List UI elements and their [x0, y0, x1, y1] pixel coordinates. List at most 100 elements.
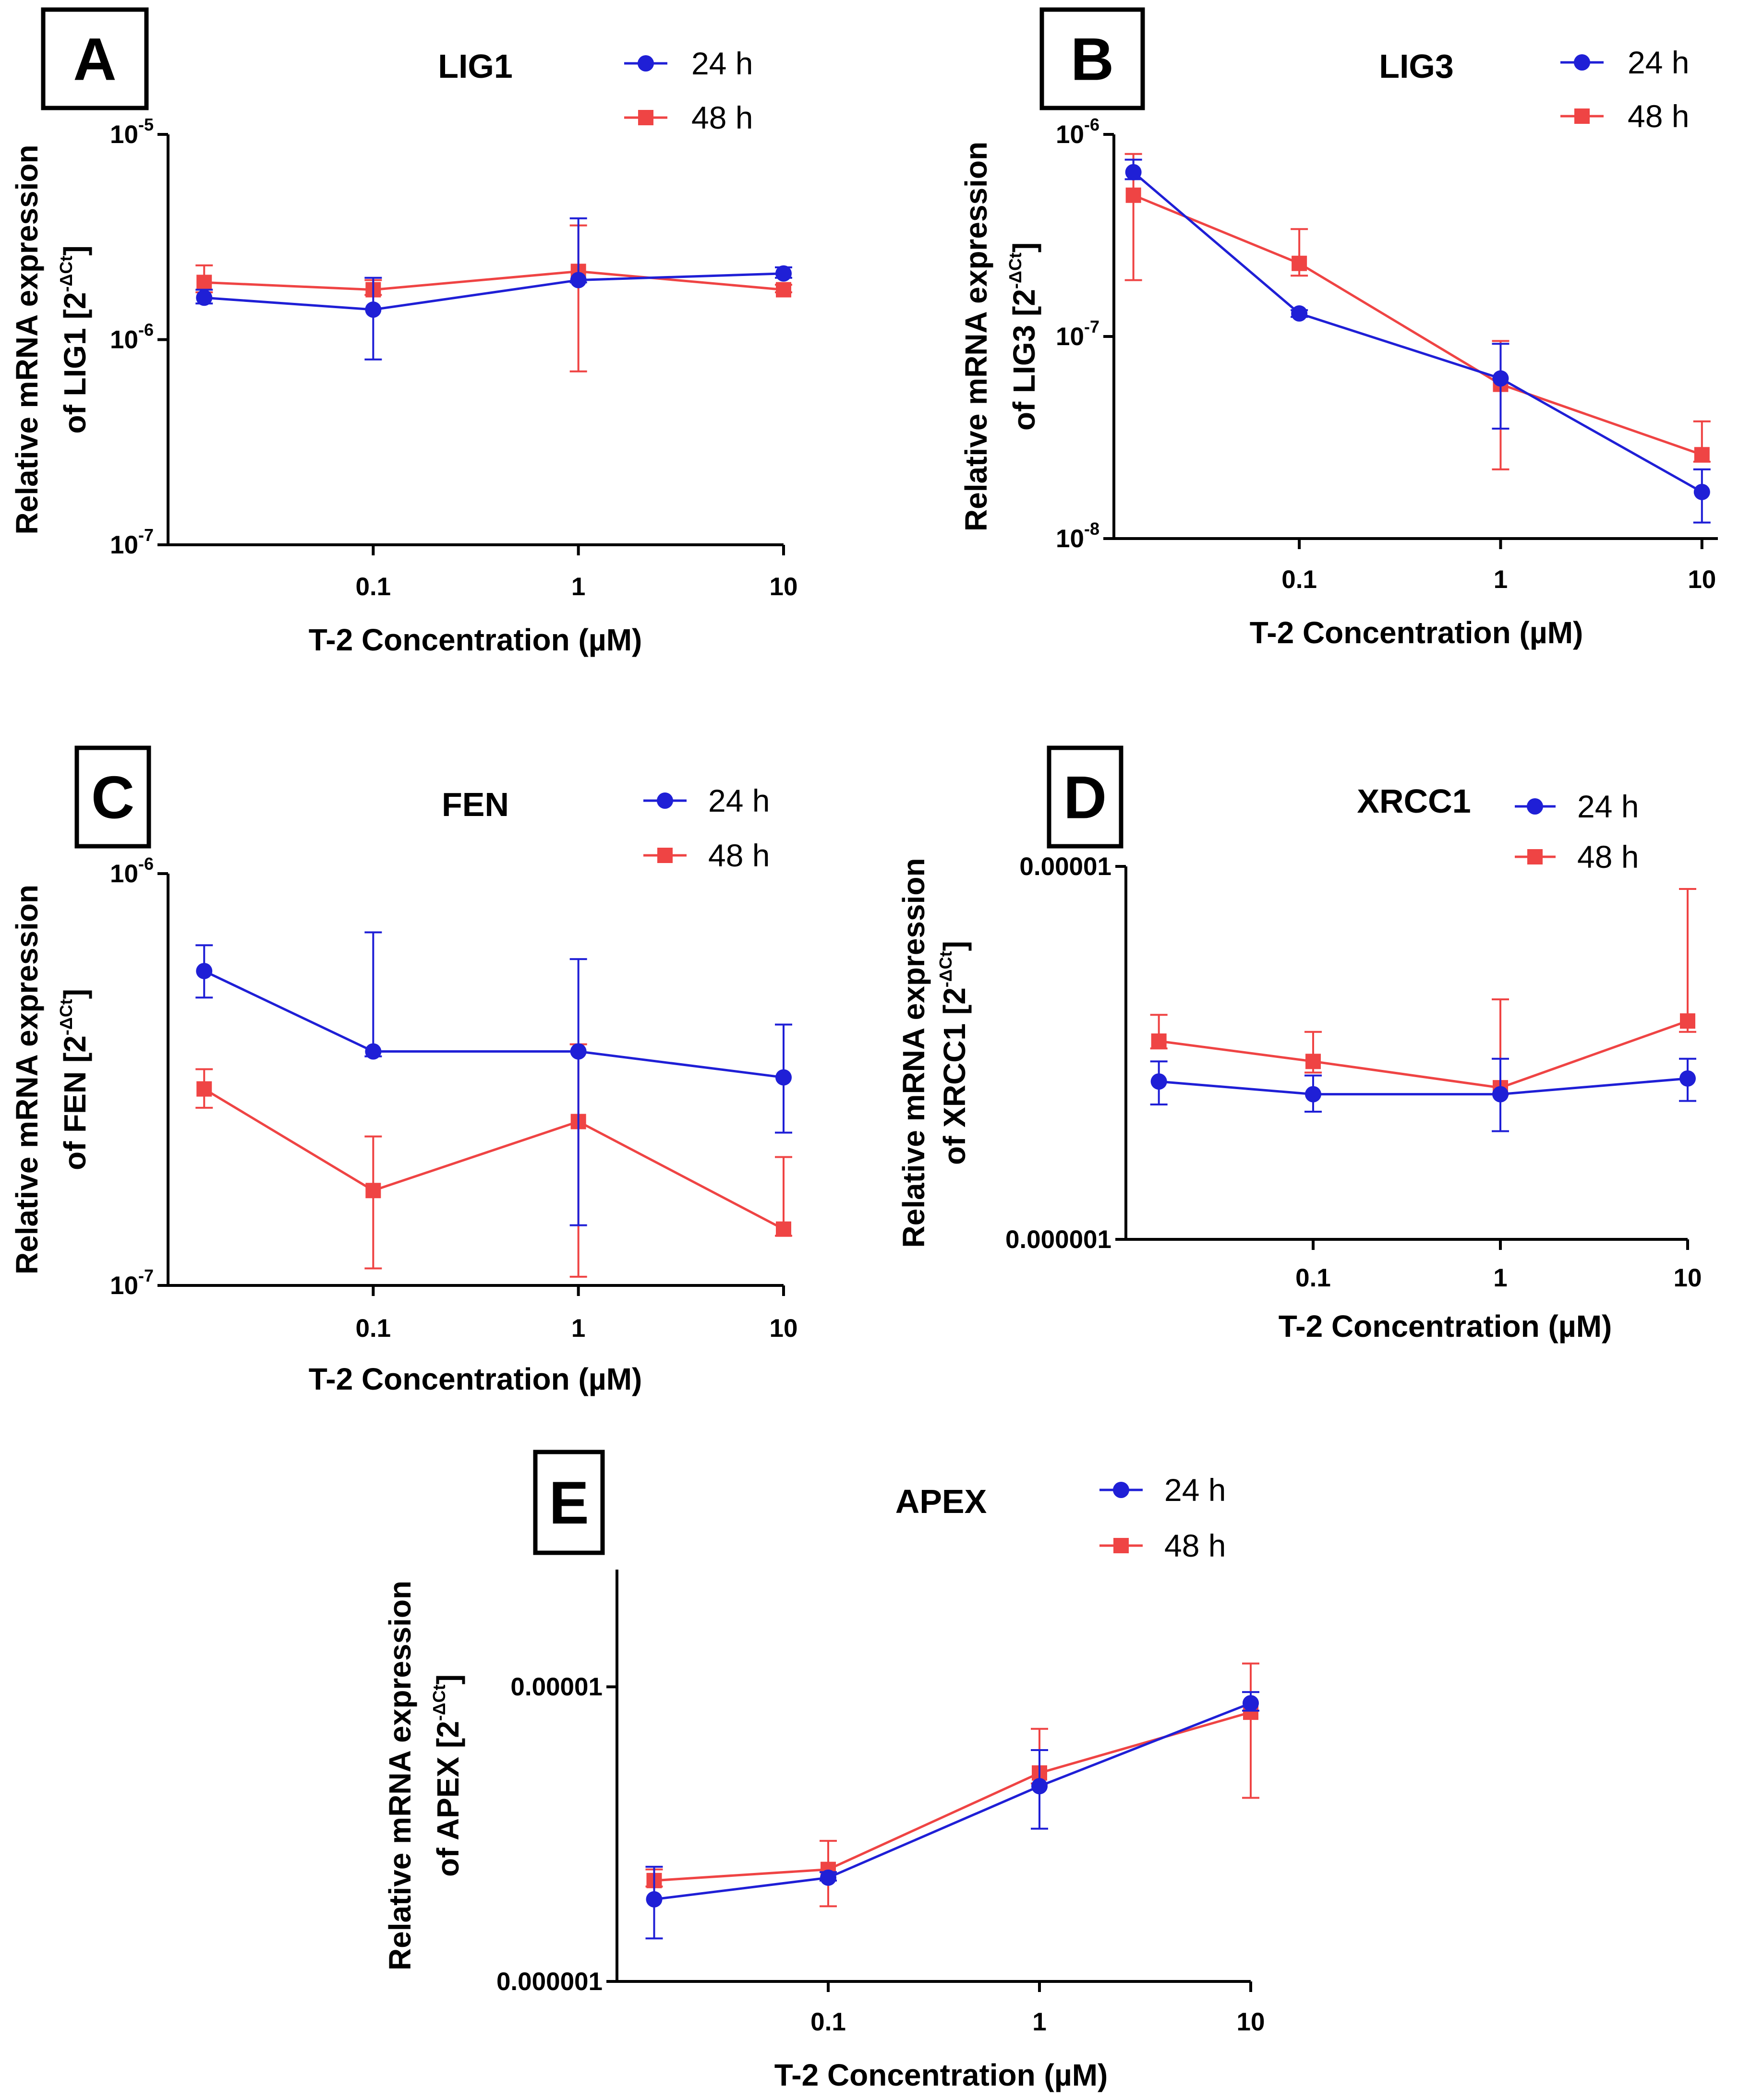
data-point: [776, 1221, 791, 1237]
data-point: [1693, 483, 1710, 500]
y-axis-title-line2: of LIG1 [2-ΔCt]: [56, 245, 92, 433]
x-tick-label: 1: [571, 1314, 585, 1343]
y-tick-label: 10-6: [110, 854, 154, 888]
series-line: [204, 970, 784, 1079]
panel-letter-box: [1039, 7, 1145, 110]
data-point: [1151, 1033, 1167, 1049]
panel-a: A LIG1 0.1 1 10 10-5 10-6 10-7 T-2 Concentration…: [10, 7, 798, 657]
legend: 24 h 48 h: [624, 46, 753, 135]
y-axis-title-line2: of XRCC1 [2-ΔCt]: [936, 941, 972, 1165]
panel-c: C FEN 0.1 1 10 10-6 10-7 T-2 Concentration (µM)…: [10, 745, 798, 1396]
legend: 24 h 48 h: [643, 783, 770, 873]
x-tick-label: 0.1: [355, 1314, 391, 1343]
panel-letter-box: [533, 1450, 605, 1555]
panel-letter: D: [1063, 765, 1107, 831]
y-tick-label: 10-6: [1056, 115, 1099, 149]
panel-e: E APEX 0.1 1 10 0.00001 0.000001 T-2 Concentrat…: [383, 1450, 1265, 2092]
y-axis-title-line1: Relative mRNA expression: [383, 1581, 417, 1970]
data-point: [1150, 1073, 1167, 1090]
x-tick-label: 0.1: [810, 2008, 846, 2036]
data-point: [1305, 1086, 1321, 1103]
panel-letter-box: [1047, 745, 1123, 849]
series-line: [1159, 1077, 1688, 1096]
x-tick-label: 0.1: [355, 573, 391, 601]
legend-label: 24 h: [1628, 45, 1689, 80]
legend-marker: [1113, 1482, 1129, 1498]
chart-title: FEN: [442, 786, 509, 823]
series-24h: [195, 217, 792, 360]
x-tick-label: 10: [770, 1314, 798, 1343]
series-24h: [195, 931, 792, 1226]
panel-letter-box: [41, 7, 149, 110]
legend-label: 24 h: [1164, 1472, 1226, 1508]
legend-marker: [638, 110, 653, 125]
data-point: [1125, 187, 1141, 203]
legend-marker: [1574, 54, 1590, 71]
data-point: [1291, 305, 1308, 322]
x-tick-label: 1: [1493, 1264, 1507, 1292]
y-tick-label: 0.000001: [496, 1968, 603, 1996]
y-axis-title-line1: Relative mRNA expression: [896, 858, 931, 1248]
legend: 24 h 48 h: [1515, 789, 1639, 875]
series-48h: [195, 224, 792, 372]
legend-label: 48 h: [691, 100, 753, 135]
chart-title: LIG3: [1379, 48, 1454, 85]
data-point: [820, 1869, 836, 1886]
legend-marker: [1574, 108, 1590, 124]
x-axis-title: T-2 Concentration (µM): [309, 1362, 642, 1396]
data-point: [365, 1043, 382, 1060]
legend: 24 h 48 h: [1560, 45, 1689, 134]
legend-marker: [1527, 849, 1543, 864]
series-line: [654, 1711, 1251, 1882]
data-point: [365, 1183, 381, 1199]
x-tick-label: 1: [1494, 565, 1508, 594]
y-tick-label: 0.000001: [1005, 1225, 1111, 1254]
x-tick-label: 0.1: [1295, 1264, 1331, 1292]
chart-title: APEX: [895, 1483, 987, 1520]
x-tick-label: 0.1: [1281, 565, 1317, 594]
x-tick-label: 1: [571, 573, 585, 601]
legend-marker: [657, 848, 673, 863]
x-tick-label: 10: [1237, 2008, 1265, 2036]
legend-label: 48 h: [708, 838, 770, 873]
data-point: [196, 275, 212, 290]
x-tick-label: 1: [1032, 2008, 1046, 2036]
x-axis-title: T-2 Concentration (µM): [774, 2058, 1108, 2092]
series-line: [204, 270, 784, 291]
series-48h: [195, 1043, 792, 1278]
data-point: [570, 1043, 587, 1060]
data-point: [1292, 255, 1307, 271]
data-point: [776, 282, 791, 298]
data-point: [196, 289, 213, 306]
data-point: [775, 265, 792, 282]
series-48h: [1124, 153, 1711, 470]
series-24h: [645, 1691, 1259, 1940]
legend-label: 24 h: [708, 783, 770, 818]
chart-title: XRCC1: [1357, 782, 1471, 820]
data-point: [570, 272, 587, 288]
y-tick-label: 0.00001: [1019, 852, 1111, 881]
legend-marker: [1113, 1538, 1129, 1553]
data-point: [1492, 1086, 1509, 1103]
series-line: [1133, 194, 1703, 456]
series-line: [1159, 1020, 1688, 1089]
series-24h: [1124, 158, 1711, 524]
y-tick-label: 10-6: [110, 320, 154, 354]
data-point: [1694, 447, 1710, 463]
y-axis-title-line1: Relative mRNA expression: [959, 142, 993, 531]
panel-letter: B: [1071, 26, 1114, 93]
y-tick-label: 10-7: [110, 525, 154, 559]
x-tick-label: 10: [770, 573, 798, 601]
data-point: [196, 962, 213, 979]
y-tick-label: 10-7: [1056, 317, 1099, 351]
legend-marker: [657, 792, 673, 809]
x-axis-title: T-2 Concentration (µM): [1279, 1309, 1612, 1344]
data-point: [1680, 1013, 1695, 1029]
series-48h: [645, 1662, 1259, 1908]
panel-letter: E: [549, 1470, 589, 1536]
series-line: [1133, 171, 1703, 493]
y-axis-title-line1: Relative mRNA expression: [10, 144, 44, 534]
series-line: [203, 1088, 785, 1230]
data-point: [1031, 1778, 1048, 1795]
